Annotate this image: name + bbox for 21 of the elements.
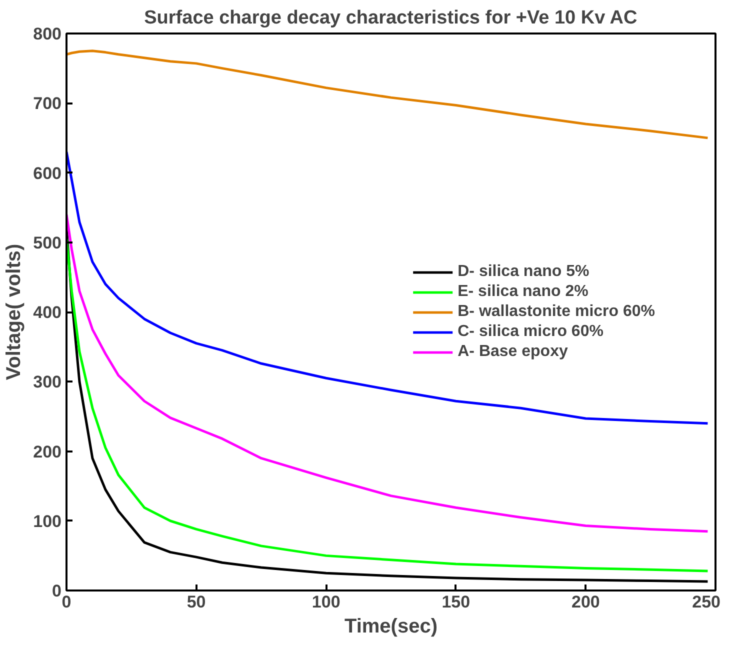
y-tick-label: 400 [33, 303, 62, 322]
x-tick-label: 100 [312, 592, 340, 612]
x-tick-label: 50 [186, 592, 206, 612]
x-tick-label: 150 [442, 592, 470, 612]
y-tick-label: 600 [33, 164, 62, 183]
y-axis-title: Voltage( volts) [3, 244, 26, 380]
y-tick-label: 100 [33, 512, 62, 531]
y-tick-label: 300 [33, 372, 62, 392]
legend-label: E- silica nano 2% [458, 282, 588, 300]
x-tick-label: 250 [692, 592, 721, 612]
legend-label: C- silica micro 60% [458, 322, 604, 340]
y-tick-label: 500 [33, 233, 62, 252]
x-axis-title: Time(sec) [344, 616, 438, 638]
legend-label: B- wallastonite micro 60% [458, 302, 655, 320]
x-tick-label: 200 [572, 592, 600, 612]
y-tick-label: 200 [33, 442, 62, 462]
legend-label: A- Base epoxy [458, 342, 568, 360]
legend-label: D- silica nano 5% [458, 262, 590, 280]
y-tick-label: 700 [33, 94, 62, 114]
chart-title: Surface charge decay characteristics for +Ve 10 Kv AC [144, 8, 638, 28]
y-tick-label: 800 [33, 24, 62, 44]
